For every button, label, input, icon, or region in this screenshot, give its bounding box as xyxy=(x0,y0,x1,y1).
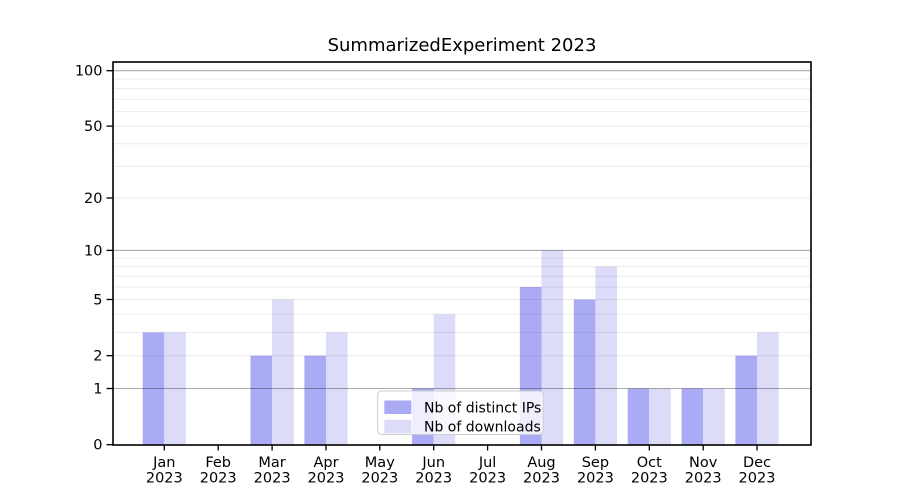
plot-spines xyxy=(112,61,812,446)
x-tick-label-month-aug: Aug xyxy=(527,455,555,471)
legend: Nb of distinct IPs Nb of downloads xyxy=(377,390,544,436)
bar-distinct-ips-jan xyxy=(142,332,165,445)
bar-downloads-oct xyxy=(649,388,671,445)
x-tick-label-month-nov: Nov xyxy=(689,455,718,471)
bar-downloads-sep xyxy=(595,266,617,445)
bar-distinct-ips-nov xyxy=(681,388,704,445)
x-tick-label-month-feb: Feb xyxy=(205,455,231,471)
x-tick-label-month-mar: Mar xyxy=(258,455,285,471)
x-tick-label-month-apr: Apr xyxy=(313,455,338,471)
x-tick-label-month-oct: Oct xyxy=(637,455,662,471)
y-tick-label-50: 50 xyxy=(84,119,102,135)
x-tick-label-year-jan: 2023 xyxy=(146,471,183,487)
x-tick-label-year-jul: 2023 xyxy=(469,471,506,487)
legend-box xyxy=(377,390,544,435)
y-tick-label-2: 2 xyxy=(93,349,102,365)
y-tick-label-5: 5 xyxy=(93,293,102,309)
x-tick-label-year-may: 2023 xyxy=(361,471,398,487)
x-tick-label-year-jun: 2023 xyxy=(415,471,452,487)
x-tick-label-year-apr: 2023 xyxy=(308,471,345,487)
y-tick-label-0: 0 xyxy=(93,438,102,454)
bar-distinct-ips-dec xyxy=(735,355,757,445)
legend-label-downloads: Nb of downloads xyxy=(424,420,541,436)
bar-downloads-nov xyxy=(703,388,725,445)
bar-downloads-apr xyxy=(326,332,348,445)
bar-downloads-mar xyxy=(272,299,294,445)
x-tick-label-month-may: May xyxy=(365,455,395,471)
x-tick-label-year-oct: 2023 xyxy=(631,471,668,487)
bar-downloads-jan xyxy=(164,332,186,445)
x-tick-label-year-dec: 2023 xyxy=(739,471,776,487)
x-tick-label-year-aug: 2023 xyxy=(523,471,560,487)
bar-downloads-dec xyxy=(757,332,779,445)
y-tick-label-1: 1 xyxy=(93,382,102,398)
x-tick-label-month-dec: Dec xyxy=(743,455,771,471)
bar-distinct-ips-oct xyxy=(627,388,650,445)
x-tick-label-month-sep: Sep xyxy=(582,455,609,471)
legend-swatch-distinct-ips xyxy=(384,400,412,414)
bar-distinct-ips-mar xyxy=(250,355,273,445)
y-tick-label-100: 100 xyxy=(75,64,103,80)
x-tick-label-month-jul: Jul xyxy=(478,455,497,471)
bar-distinct-ips-sep xyxy=(573,299,596,445)
x-tick-label-year-mar: 2023 xyxy=(254,471,291,487)
legend-label-distinct-ips: Nb of distinct IPs xyxy=(424,401,541,417)
legend-swatch-downloads xyxy=(384,419,412,434)
chart-title: SummarizedExperiment 2023 xyxy=(328,35,597,56)
bar-downloads-aug xyxy=(541,250,564,445)
bar-distinct-ips-apr xyxy=(304,355,326,445)
x-tick-label-month-jan: Jan xyxy=(152,455,175,471)
y-tick-label-20: 20 xyxy=(84,191,102,207)
x-tick-label-year-feb: 2023 xyxy=(200,471,237,487)
x-tick-label-year-nov: 2023 xyxy=(685,471,722,487)
x-tick-label-year-sep: 2023 xyxy=(577,471,614,487)
y-tick-label-10: 10 xyxy=(84,243,102,259)
x-tick-label-month-jun: Jun xyxy=(421,455,445,471)
